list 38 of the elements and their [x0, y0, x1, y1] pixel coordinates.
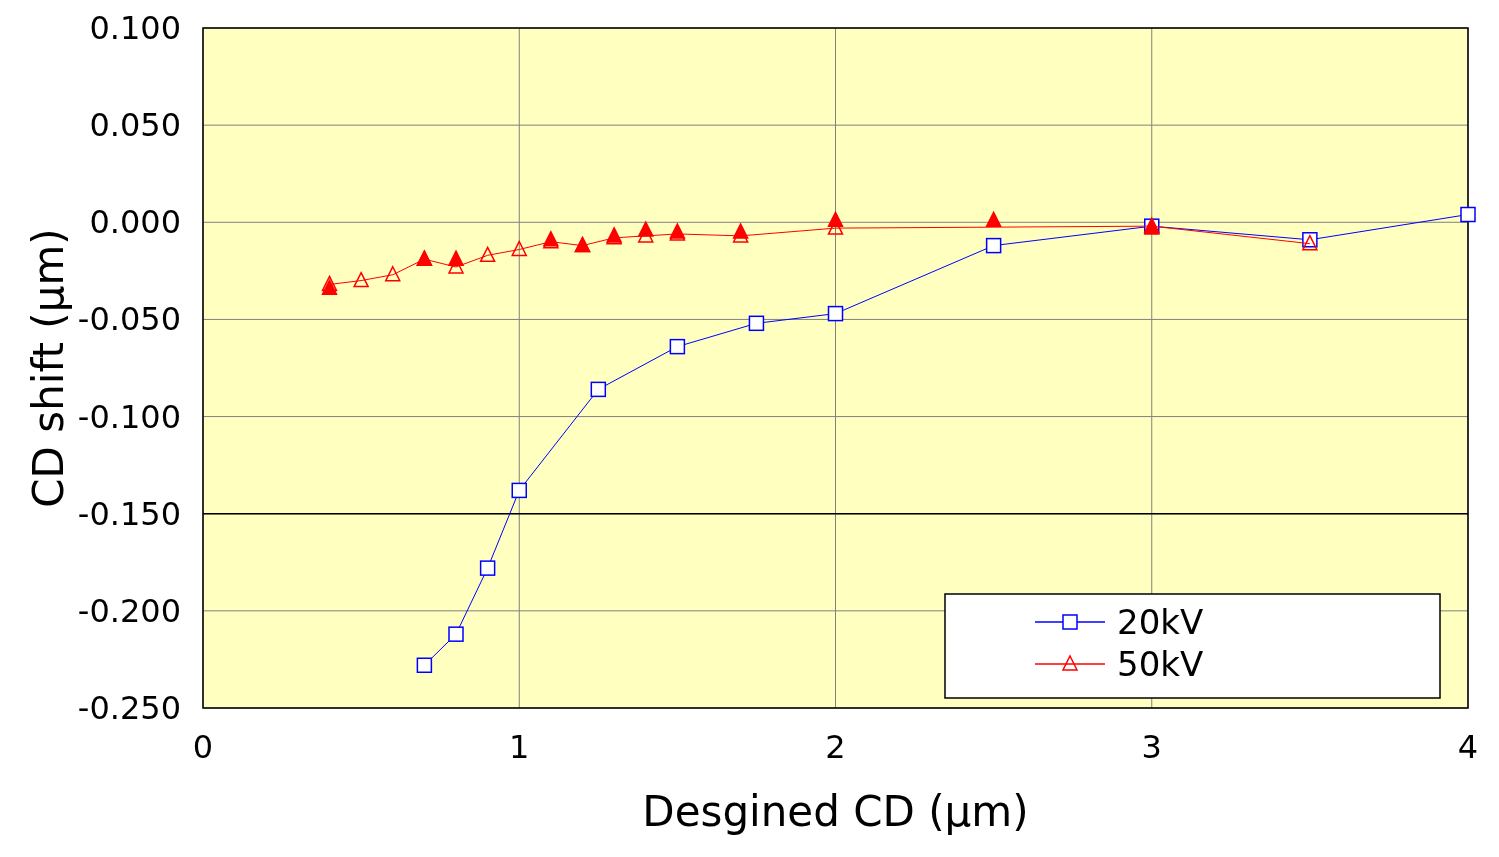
point: [353, 271, 369, 288]
point: [748, 315, 765, 332]
point: [985, 211, 1002, 228]
y-axis-title: CD shift (μm): [24, 228, 73, 508]
point: [669, 338, 686, 355]
y-tick-label: 0.050: [89, 106, 181, 145]
point: [321, 275, 338, 292]
point: [511, 240, 527, 257]
legend-label: 50kV: [1117, 644, 1204, 684]
x-tick-label: 3: [1141, 728, 1162, 766]
x-tick-label: 0: [192, 728, 214, 766]
point: [385, 265, 401, 282]
point: [827, 305, 844, 322]
point: [511, 482, 527, 499]
y-tick-label: -0.100: [77, 397, 181, 436]
point: [448, 626, 464, 642]
x-tick-label: 2: [825, 728, 846, 766]
y-tick-label: 0.000: [89, 203, 181, 242]
y-tick-label: -0.250: [77, 689, 181, 727]
point: [448, 250, 464, 266]
point: [732, 223, 749, 239]
point: [590, 381, 607, 398]
point: [1460, 206, 1476, 223]
point: [827, 211, 844, 228]
point: [985, 237, 1002, 254]
x-tick-label: 4: [1457, 728, 1479, 766]
point: [479, 246, 496, 263]
point: [416, 657, 433, 674]
y-tick-label: -0.050: [77, 300, 181, 339]
point: [321, 279, 338, 296]
legend-label: 20kV: [1117, 602, 1204, 642]
y-tick-label: -0.150: [77, 494, 181, 533]
point: [479, 560, 496, 576]
x-tick-label: 1: [509, 728, 530, 766]
x-axis-title: Desgined CD (μm): [642, 787, 1029, 836]
y-tick-label: -0.200: [77, 591, 181, 630]
y-tick-label: 0.100: [89, 9, 181, 47]
point: [638, 221, 654, 237]
